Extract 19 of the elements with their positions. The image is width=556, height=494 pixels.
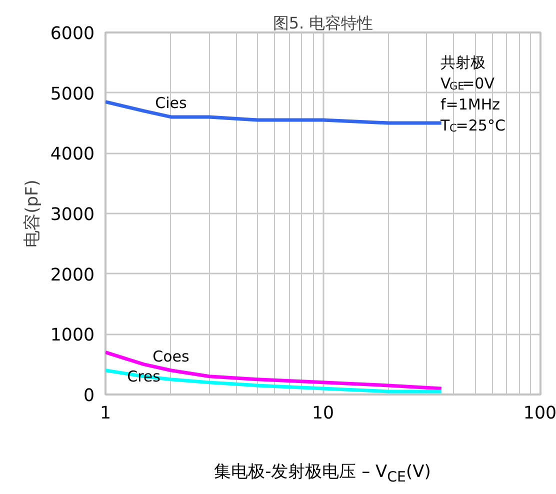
x-tick-label: 1 [100,404,112,424]
y-tick-label: 3000 [50,205,95,225]
x-tick-label: 10 [312,404,334,424]
annotation: VGE=0V [440,74,496,92]
series-label: Coes [152,347,190,366]
x-axis-title: 集电极-发射极电压 – V$_{CE}$(V) [214,461,431,488]
y-tick-label: 5000 [50,84,95,104]
annotation: TC=25°C [440,116,506,134]
chart-title: 图5. 电容特性 [272,14,374,32]
series-label: Cies [155,94,187,112]
y-tick-label: 0 [83,386,95,406]
y-tick-label: 4000 [50,144,95,165]
y-tick-label: 1000 [50,326,95,346]
y-axis-title: 电容(pF) [22,180,42,248]
annotation: f=1MHz [440,96,500,114]
x-tick-label: 100 [523,404,556,424]
y-tick-label: 6000 [50,24,95,44]
annotation: 共射极 [440,54,486,72]
y-tick-label: 2000 [50,265,95,286]
